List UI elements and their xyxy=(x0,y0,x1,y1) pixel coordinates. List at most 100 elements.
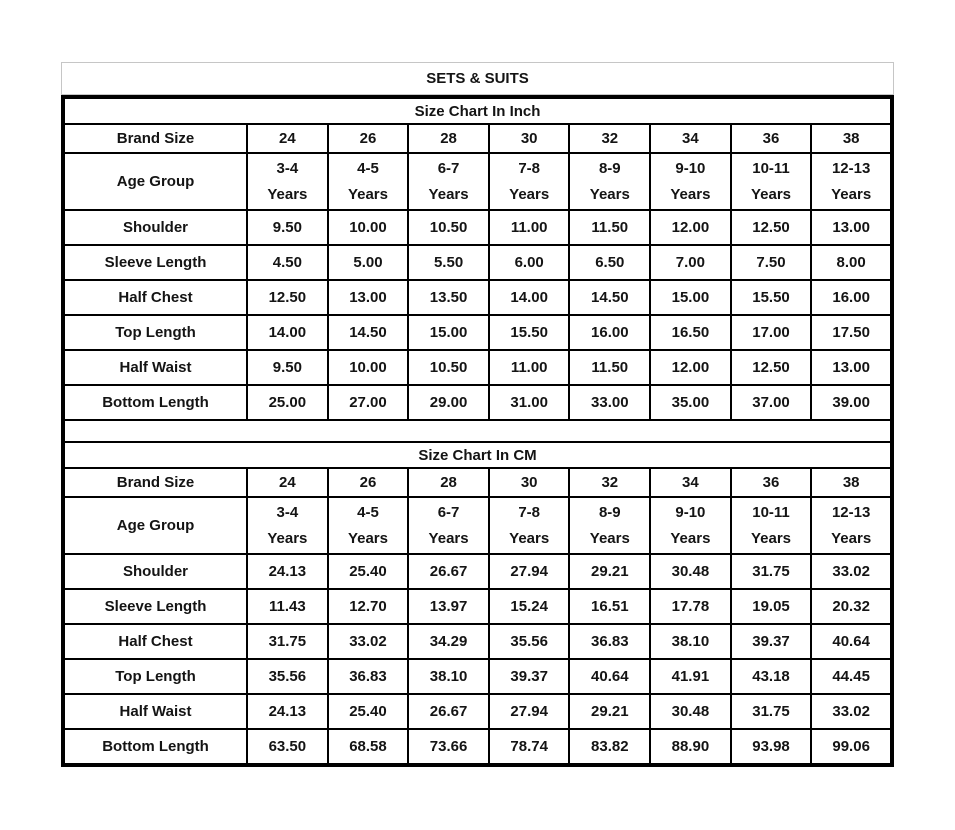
value-cell: 35.56 xyxy=(487,623,571,660)
value-cell: 31.75 xyxy=(729,693,813,730)
brand-size-cell: 34 xyxy=(649,123,732,154)
value-cell: 38.10 xyxy=(407,658,490,695)
table-row: Bottom Length 25.00 27.00 29.00 31.00 33.00 35… xyxy=(61,384,893,421)
value-cell: 27.94 xyxy=(487,553,571,590)
value-cell: 12-13 Years xyxy=(810,496,893,555)
brand-size-cell: 32 xyxy=(568,123,652,154)
value-cell: 6-7 Years xyxy=(407,152,490,211)
value-cell: 36.83 xyxy=(326,658,410,695)
value-cell: 6-7 Years xyxy=(407,496,490,555)
value-cell: 73.66 xyxy=(407,728,490,766)
value-cell: 68.58 xyxy=(326,728,410,766)
row-label: Shoulder xyxy=(61,553,249,590)
value-cell: 12.70 xyxy=(326,588,410,625)
table-row: Sleeve Length 11.43 12.70 13.97 15.24 16.51 17… xyxy=(61,588,893,625)
value-cell: 99.06 xyxy=(810,728,893,766)
brand-size-cell: 34 xyxy=(649,467,732,498)
value-cell: 40.64 xyxy=(568,658,652,695)
value-cell: 33.02 xyxy=(810,553,893,590)
brand-size-cell: 36 xyxy=(729,123,813,154)
value-cell: 39.37 xyxy=(729,623,813,660)
brand-size-row: Brand Size 24 26 28 30 32 34 36 38 xyxy=(61,467,893,498)
value-cell: 17.50 xyxy=(810,314,893,351)
brand-size-cell: 38 xyxy=(810,123,893,154)
value-cell: 12.00 xyxy=(649,209,732,246)
value-cell: 3-4 Years xyxy=(246,496,329,555)
value-cell: 63.50 xyxy=(246,728,329,766)
value-cell: 31.75 xyxy=(246,623,329,660)
value-cell: 9.50 xyxy=(246,349,329,386)
value-cell: 43.18 xyxy=(729,658,813,695)
row-label: Top Length xyxy=(61,314,249,351)
section-title: Size Chart In Inch xyxy=(63,96,892,125)
table-row: Age Group 3-4 Years 4-5 Years 6-7 Years 7-8 … xyxy=(61,152,893,211)
value-cell: 8-9 Years xyxy=(568,496,652,555)
value-cell: 17.00 xyxy=(729,314,813,351)
value-cell: 31.75 xyxy=(729,553,813,590)
table-row: Half Chest 31.75 33.02 34.29 35.56 36.83 38.10… xyxy=(61,623,893,660)
table-spacer-row xyxy=(63,419,892,443)
row-label: Bottom Length xyxy=(61,728,249,766)
value-cell: 39.00 xyxy=(810,384,893,421)
row-label: Brand Size xyxy=(61,123,249,154)
value-cell: 13.97 xyxy=(407,588,490,625)
value-cell: 10.00 xyxy=(326,209,410,246)
table-row: Shoulder 24.13 25.40 26.67 27.94 29.21 30.48 31… xyxy=(61,553,893,590)
value-cell: 11.50 xyxy=(568,209,652,246)
value-cell: 44.45 xyxy=(810,658,893,695)
value-cell: 12.00 xyxy=(649,349,732,386)
section-title-row: Size Chart In CM xyxy=(63,441,892,469)
value-cell: 15.50 xyxy=(729,279,813,316)
value-cell: 7.50 xyxy=(729,244,813,281)
value-cell: 29.21 xyxy=(568,693,652,730)
value-cell: 30.48 xyxy=(649,553,732,590)
value-cell: 29.00 xyxy=(407,384,490,421)
brand-size-cell: 26 xyxy=(326,123,410,154)
value-cell: 36.83 xyxy=(568,623,652,660)
row-label: Half Chest xyxy=(61,279,249,316)
value-cell: 11.00 xyxy=(487,349,571,386)
row-label: Sleeve Length xyxy=(61,244,249,281)
table-row: Top Length 14.00 14.50 15.00 15.50 16.00 16.50… xyxy=(61,314,893,351)
value-cell: 93.98 xyxy=(729,728,813,766)
brand-size-row: Brand Size 24 26 28 30 32 34 36 38 xyxy=(61,123,893,154)
table-row: Half Waist 9.50 10.00 10.50 11.00 11.50 12.00 1… xyxy=(61,349,893,386)
value-cell: 6.50 xyxy=(568,244,652,281)
value-cell: 11.00 xyxy=(487,209,571,246)
value-cell: 35.00 xyxy=(649,384,732,421)
row-label: Shoulder xyxy=(61,209,249,246)
table-row: Age Group 3-4 Years 4-5 Years 6-7 Years 7-8 … xyxy=(61,496,893,555)
value-cell: 10.50 xyxy=(407,209,490,246)
value-cell: 9.50 xyxy=(246,209,329,246)
value-cell: 9-10 Years xyxy=(649,496,732,555)
value-cell: 5.50 xyxy=(407,244,490,281)
value-cell: 33.02 xyxy=(810,693,893,730)
value-cell: 3-4 Years xyxy=(246,152,329,211)
row-label: Bottom Length xyxy=(61,384,249,421)
value-cell: 7-8 Years xyxy=(487,152,571,211)
value-cell: 7-8 Years xyxy=(487,496,571,555)
size-chart-page: SETS & SUITS Size Chart In Inch Brand Siz… xyxy=(61,62,894,767)
brand-size-cell: 32 xyxy=(568,467,652,498)
section-title-row: Size Chart In Inch xyxy=(63,96,892,125)
value-cell: 19.05 xyxy=(729,588,813,625)
table-row: Half Chest 12.50 13.00 13.50 14.00 14.50 15.00… xyxy=(61,279,893,316)
value-cell: 6.00 xyxy=(487,244,571,281)
brand-size-cell: 26 xyxy=(326,467,410,498)
value-cell: 17.78 xyxy=(649,588,732,625)
value-cell: 38.10 xyxy=(649,623,732,660)
value-cell: 83.82 xyxy=(568,728,652,766)
value-cell: 13.50 xyxy=(407,279,490,316)
value-cell: 4-5 Years xyxy=(326,152,410,211)
value-cell: 14.00 xyxy=(487,279,571,316)
value-cell: 26.67 xyxy=(407,693,490,730)
value-cell: 25.40 xyxy=(326,553,410,590)
value-cell: 7.00 xyxy=(649,244,732,281)
value-cell: 25.00 xyxy=(246,384,329,421)
value-cell: 10-11 Years xyxy=(729,496,813,555)
brand-size-cell: 36 xyxy=(729,467,813,498)
value-cell: 15.50 xyxy=(487,314,571,351)
value-cell: 10.00 xyxy=(326,349,410,386)
brand-size-cell: 28 xyxy=(407,123,490,154)
value-cell: 16.00 xyxy=(810,279,893,316)
